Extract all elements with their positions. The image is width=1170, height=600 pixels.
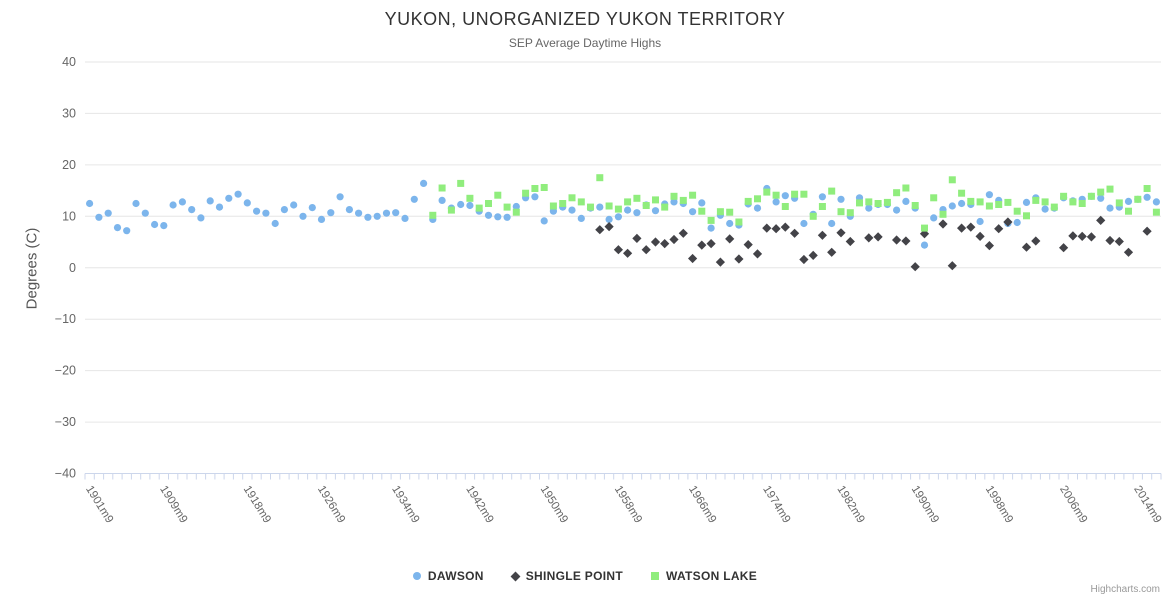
svg-text:1934m9: 1934m9 (389, 484, 421, 526)
svg-text:1901m9: 1901m9 (83, 484, 115, 526)
svg-text:40: 40 (62, 55, 76, 69)
svg-text:1950m9: 1950m9 (538, 484, 570, 526)
legend: DAWSON SHINGLE POINT WATSON LAKE (0, 569, 1170, 583)
svg-text:1909m9: 1909m9 (157, 484, 189, 526)
legend-label-dawson: DAWSON (427, 569, 484, 583)
legend-item-shingle-point[interactable]: SHINGLE POINT (510, 569, 623, 583)
svg-text:20: 20 (62, 158, 76, 172)
svg-text:−20: −20 (55, 364, 76, 378)
svg-text:−40: −40 (55, 467, 76, 481)
chart-title: YUKON, UNORGANIZED YUKON TERRITORY (384, 9, 786, 29)
chart-subtitle: SEP Average Daytime Highs (508, 36, 662, 50)
credits-link[interactable]: Highcharts.com (1090, 584, 1160, 595)
svg-text:−30: −30 (55, 415, 76, 429)
legend-label-shingle-point: SHINGLE POINT (525, 569, 623, 583)
svg-text:−10: −10 (55, 312, 76, 326)
svg-text:1974m9: 1974m9 (760, 484, 792, 526)
series-shingle-point[interactable] (595, 215, 1152, 272)
series-dawson[interactable] (86, 179, 1160, 249)
svg-text:0: 0 (69, 261, 76, 275)
svg-text:1958m9: 1958m9 (612, 484, 644, 526)
svg-text:1942m9: 1942m9 (463, 484, 495, 526)
svg-text:1966m9: 1966m9 (686, 484, 718, 526)
svg-text:1918m9: 1918m9 (241, 484, 273, 526)
svg-text:1990m9: 1990m9 (909, 484, 941, 526)
series-watson-lake[interactable] (429, 174, 1160, 232)
diamond-marker-icon (510, 571, 521, 581)
svg-text:2006m9: 2006m9 (1057, 484, 1089, 526)
legend-item-dawson[interactable]: DAWSON (412, 569, 484, 583)
square-marker-icon (650, 572, 659, 580)
svg-text:1926m9: 1926m9 (315, 484, 347, 526)
svg-text:30: 30 (62, 106, 76, 120)
svg-text:10: 10 (62, 209, 76, 223)
legend-item-watson-lake[interactable]: WATSON LAKE (650, 569, 758, 583)
svg-text:1998m9: 1998m9 (983, 484, 1015, 526)
svg-text:2014m9: 2014m9 (1131, 484, 1163, 526)
legend-label-watson-lake: WATSON LAKE (665, 569, 758, 583)
svg-text:1982m9: 1982m9 (834, 484, 866, 526)
y-axis-title: Degrees (C) (23, 227, 41, 310)
circle-marker-icon (412, 572, 421, 580)
